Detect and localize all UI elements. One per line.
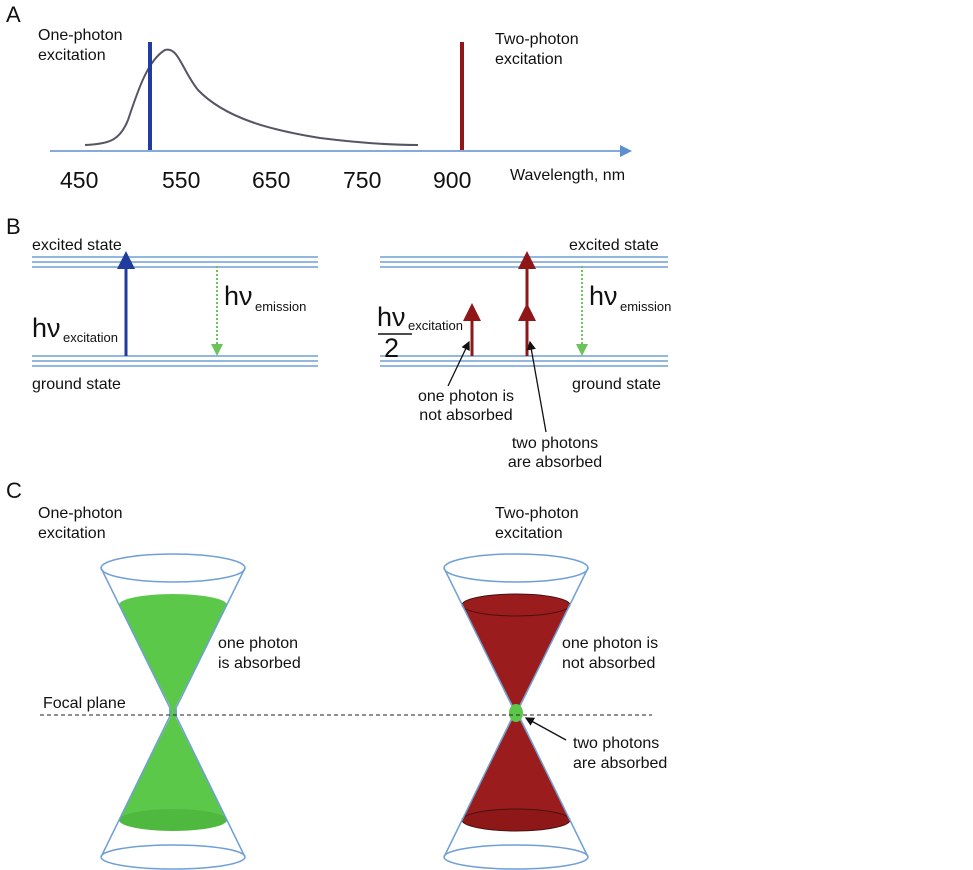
label: excitation [495, 51, 563, 68]
note: one photon is [562, 635, 658, 652]
label: excitation [38, 47, 106, 64]
panel-label: C [6, 478, 22, 503]
note: one photon [218, 635, 298, 652]
emission-spectrum [85, 50, 418, 145]
note: not absorbed [419, 407, 512, 424]
shape [101, 554, 245, 582]
subscript: excitation [408, 318, 463, 333]
subscript: excitation [63, 330, 118, 345]
excitation-line [148, 42, 152, 150]
axis-label: 550 [162, 167, 200, 193]
level-label: ground state [572, 376, 661, 393]
axis-label: 750 [343, 167, 381, 193]
label: excitation [495, 525, 563, 542]
shape [462, 809, 570, 831]
excitation-line [460, 42, 464, 150]
axis-label: 900 [433, 167, 471, 193]
note: is absorbed [218, 655, 301, 672]
level-label: ground state [32, 376, 121, 393]
label: One-photon [38, 505, 123, 522]
shape [119, 809, 227, 831]
symbol: hν [224, 281, 253, 311]
focal-plane-label: Focal plane [43, 695, 126, 712]
note: are absorbed [508, 454, 602, 471]
shape [444, 554, 588, 582]
label: Two-photon [495, 505, 579, 522]
panel-c: C One-photon excitation Two-photon excit… [6, 478, 667, 869]
axis-title: Wavelength, nm [510, 167, 625, 184]
shape [462, 594, 570, 616]
shape [444, 845, 588, 869]
level-label: excited state [32, 237, 122, 254]
shape [119, 594, 227, 616]
shape [509, 704, 523, 722]
note: are absorbed [573, 755, 667, 772]
shape [101, 845, 245, 869]
panel-a: A One-photon excitation Two-photon excit… [6, 2, 626, 193]
panel-label: B [6, 214, 21, 239]
note: two photons [573, 735, 659, 752]
panel-b: B excited state ground state hν excitati… [6, 214, 671, 471]
note: not absorbed [562, 655, 655, 672]
label: excitation [38, 525, 106, 542]
note: two photons [512, 435, 598, 452]
symbol: hν [377, 302, 406, 332]
level-label: excited state [569, 237, 659, 254]
axis-label: 450 [60, 167, 98, 193]
figure: A One-photon excitation Two-photon excit… [0, 0, 973, 870]
symbol: hν [32, 313, 61, 343]
label: Two-photon [495, 31, 579, 48]
subscript: emission [620, 299, 671, 314]
pointer [448, 342, 469, 386]
subscript: emission [255, 299, 306, 314]
label: One-photon [38, 27, 123, 44]
symbol: hν [589, 281, 618, 311]
pointer [526, 718, 566, 740]
denominator: 2 [384, 333, 399, 363]
note: one photon is [418, 388, 514, 405]
axis-label: 650 [252, 167, 290, 193]
panel-label: A [6, 2, 21, 27]
two-photon-cone [444, 554, 588, 869]
